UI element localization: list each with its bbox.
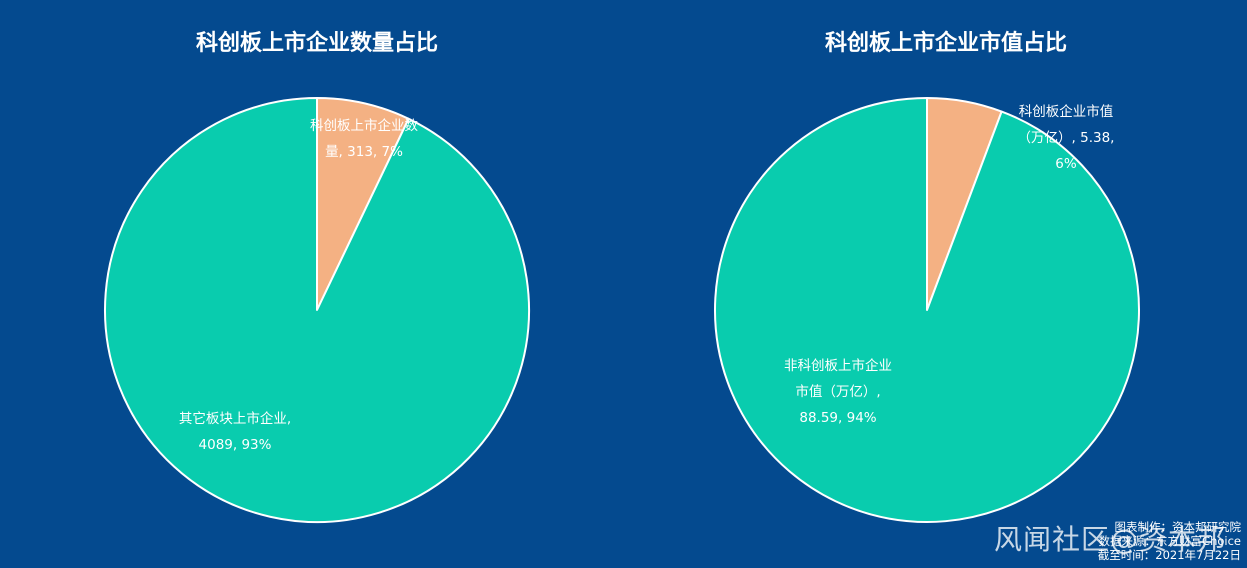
- pie0-slice-1-label: 其它板块上市企业, 4089, 93%: [179, 410, 291, 453]
- pie0-slice-0-label: 科创板上市企业数量, 313, 7%: [310, 117, 418, 160]
- chart-title-count: 科创板上市企业数量占比: [196, 30, 438, 56]
- footnote-line-maker: 图表制作：资本邦研究院: [1114, 520, 1242, 534]
- pie1-slice-0-label: 科创板企业市值（万亿）, 5.38, 6%: [1018, 103, 1115, 172]
- pie-market-value: 科创板企业市值（万亿）, 5.38, 6% 非科创板上市企业市值（万亿）, 88.59…: [714, 97, 1140, 523]
- pie1-slice-1-label: 非科创板上市企业市值（万亿）, 88.59, 94%: [784, 357, 892, 426]
- footnote: 图表制作：资本邦研究院 数据来源：东方财富Choice 截至时间：2021年7月…: [1098, 520, 1241, 562]
- chart-title-market-value: 科创板上市企业市值占比: [825, 30, 1067, 56]
- pie-count: 科创板上市企业数量, 313, 7% 其它板块上市企业, 4089, 93%: [104, 97, 530, 523]
- pie0-slice-1[interactable]: [104, 97, 530, 523]
- pie1-slice-1[interactable]: [714, 97, 1140, 523]
- watermark: 风闻社区@资本邦: [994, 523, 1227, 556]
- footnote-line-date: 截至时间：2021年7月22日: [1097, 548, 1241, 562]
- footnote-line-source: 数据来源：东方财富Choice: [1098, 534, 1241, 548]
